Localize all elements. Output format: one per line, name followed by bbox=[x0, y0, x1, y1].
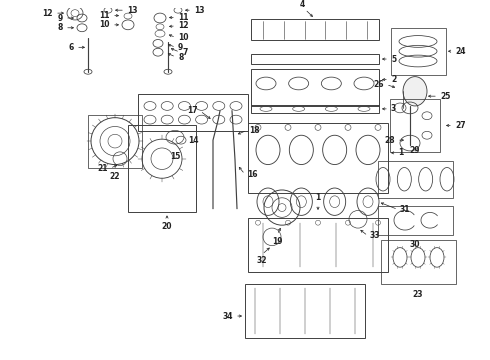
Bar bbox=[251, 19, 379, 40]
Text: 29: 29 bbox=[410, 146, 420, 155]
Text: 15: 15 bbox=[170, 152, 180, 161]
Text: 16: 16 bbox=[247, 170, 258, 179]
Text: 31: 31 bbox=[400, 205, 411, 214]
Bar bbox=[377, 206, 452, 235]
Text: 28: 28 bbox=[384, 136, 395, 145]
Bar bbox=[248, 218, 388, 271]
Text: 6: 6 bbox=[69, 43, 74, 52]
Text: 11: 11 bbox=[178, 13, 189, 22]
Text: 8: 8 bbox=[178, 53, 183, 62]
Text: 5: 5 bbox=[391, 55, 396, 64]
Text: 32: 32 bbox=[257, 256, 267, 265]
Text: 11: 11 bbox=[99, 10, 110, 19]
Text: 7: 7 bbox=[182, 48, 187, 57]
Text: 27: 27 bbox=[455, 121, 466, 130]
Bar bbox=[128, 125, 196, 212]
Text: 14: 14 bbox=[188, 136, 198, 145]
Text: 18: 18 bbox=[249, 126, 260, 135]
Text: 9: 9 bbox=[178, 43, 183, 52]
Bar bbox=[248, 122, 388, 193]
Text: 34: 34 bbox=[222, 311, 233, 320]
Text: 22: 22 bbox=[110, 172, 120, 181]
Text: 25: 25 bbox=[440, 92, 450, 101]
Text: 19: 19 bbox=[272, 237, 282, 246]
Text: 30: 30 bbox=[410, 240, 420, 249]
Text: 24: 24 bbox=[455, 47, 466, 56]
Text: 1: 1 bbox=[398, 148, 403, 157]
Bar bbox=[245, 284, 365, 338]
Bar bbox=[251, 54, 379, 64]
Text: 3: 3 bbox=[391, 104, 396, 113]
Bar bbox=[391, 28, 445, 75]
Text: 20: 20 bbox=[162, 222, 172, 231]
Bar bbox=[251, 105, 379, 113]
Text: 10: 10 bbox=[99, 21, 110, 30]
Text: 12: 12 bbox=[43, 9, 53, 18]
Text: 10: 10 bbox=[178, 33, 189, 42]
Text: 33: 33 bbox=[370, 231, 381, 240]
Text: 2: 2 bbox=[391, 75, 396, 84]
Bar bbox=[251, 69, 379, 106]
Text: 21: 21 bbox=[98, 164, 108, 173]
Bar bbox=[381, 240, 456, 284]
Text: 12: 12 bbox=[178, 21, 189, 30]
Text: 4: 4 bbox=[300, 0, 305, 9]
Bar bbox=[88, 115, 142, 167]
Bar bbox=[138, 94, 248, 131]
Ellipse shape bbox=[403, 77, 427, 106]
Text: 13: 13 bbox=[127, 6, 138, 15]
Text: 1: 1 bbox=[316, 193, 320, 202]
Text: 9: 9 bbox=[58, 14, 63, 23]
Text: 26: 26 bbox=[373, 80, 384, 89]
Bar bbox=[390, 99, 440, 152]
Text: 8: 8 bbox=[58, 23, 63, 32]
Text: 23: 23 bbox=[413, 290, 423, 299]
Text: 13: 13 bbox=[194, 6, 204, 15]
Bar bbox=[377, 161, 452, 198]
Text: 17: 17 bbox=[187, 106, 198, 115]
